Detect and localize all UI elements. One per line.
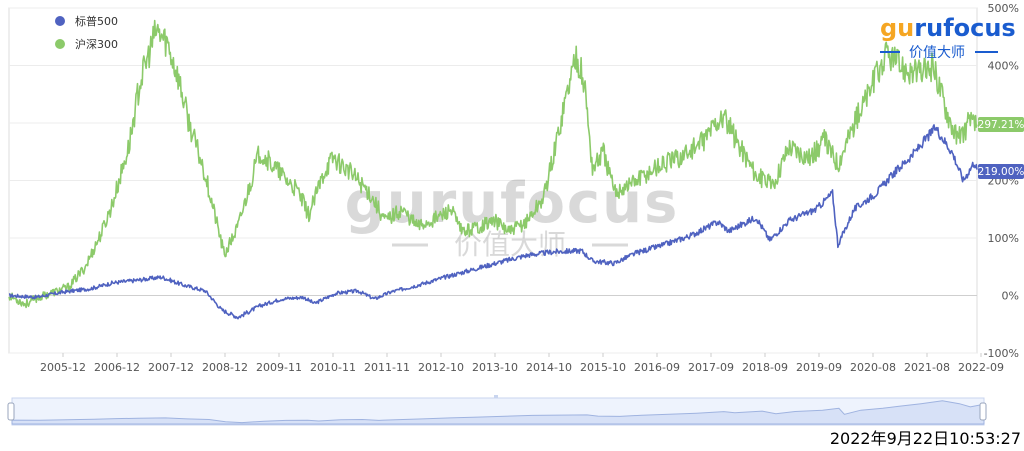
logo-focus: focus <box>943 14 1016 42</box>
x-tick-label: 2008-12 <box>202 361 248 374</box>
gurufocus-logo: gurufocus 价值大师 <box>880 14 1016 61</box>
range-navigator[interactable] <box>7 395 987 426</box>
y-tick-label: 500% <box>988 2 1019 15</box>
x-tick-label: 2007-12 <box>148 361 194 374</box>
x-tick-label: 2014-10 <box>526 361 572 374</box>
logo-ru: ru <box>914 14 943 42</box>
end-label-sp500-text: 219.00% <box>978 166 1024 178</box>
x-tick-label: 2018-09 <box>742 361 788 374</box>
legend: 标普500 沪深300 <box>55 14 118 51</box>
gridlines <box>9 7 977 354</box>
x-tick-label: 2012-10 <box>418 361 464 374</box>
logo-subtitle: 价值大师 <box>909 45 965 61</box>
x-tick-label: 2022-09 <box>958 361 1004 374</box>
x-tick-label: 2016-09 <box>634 361 680 374</box>
legend-marker-sp500 <box>55 16 65 26</box>
x-tick-label: 2013-10 <box>472 361 518 374</box>
legend-label-sp500: 标普500 <box>75 14 118 28</box>
y-tick-label: 100% <box>988 232 1019 245</box>
logo-gu: gu <box>880 14 914 42</box>
end-label-csi300: 297.21% <box>978 117 1024 132</box>
x-tick-label: 2019-09 <box>796 361 842 374</box>
navigator-top-grip[interactable] <box>494 395 498 398</box>
x-tick-label: 2017-09 <box>688 361 734 374</box>
legend-marker-csi300 <box>55 39 65 49</box>
x-tick-label: 2009-11 <box>256 361 302 374</box>
x-tick-label: 2006-12 <box>94 361 140 374</box>
y-tick-label: 0% <box>1002 290 1019 303</box>
x-tick-label: 2011-11 <box>364 361 410 374</box>
y-tick-label: 400% <box>988 60 1019 73</box>
series-line-csi300 <box>8 19 978 309</box>
legend-label-csi300: 沪深300 <box>75 37 118 51</box>
x-tick-label: 2005-12 <box>40 361 86 374</box>
x-tick-label: 2015-10 <box>580 361 626 374</box>
series-lines <box>8 19 978 320</box>
x-tick-label: 2020-08 <box>850 361 896 374</box>
x-tick-label: 2021-08 <box>904 361 950 374</box>
end-label-sp500: 219.00% <box>978 164 1024 179</box>
legend-item-csi300[interactable]: 沪深300 <box>55 37 118 51</box>
navigator-handle-right[interactable] <box>979 402 987 421</box>
svg-text:gurufocus: gurufocus <box>880 14 1016 42</box>
navigator-handle-left[interactable] <box>7 402 15 421</box>
navigator-series <box>11 400 985 425</box>
timestamp: 2022年9月22日10:53:27 <box>829 429 1021 448</box>
y-tick-label: -100% <box>984 347 1019 360</box>
x-axis: 2005-12 2006-12 2007-12 2008-12 2009-11 2010-… <box>40 353 1004 374</box>
legend-item-sp500[interactable]: 标普500 <box>55 14 118 28</box>
end-label-csi300-text: 297.21% <box>978 119 1024 131</box>
y-axis: 500%400%300%200%100%0%-100% <box>984 2 1019 360</box>
series-line-sp500 <box>8 124 978 320</box>
x-tick-label: 2010-11 <box>310 361 356 374</box>
